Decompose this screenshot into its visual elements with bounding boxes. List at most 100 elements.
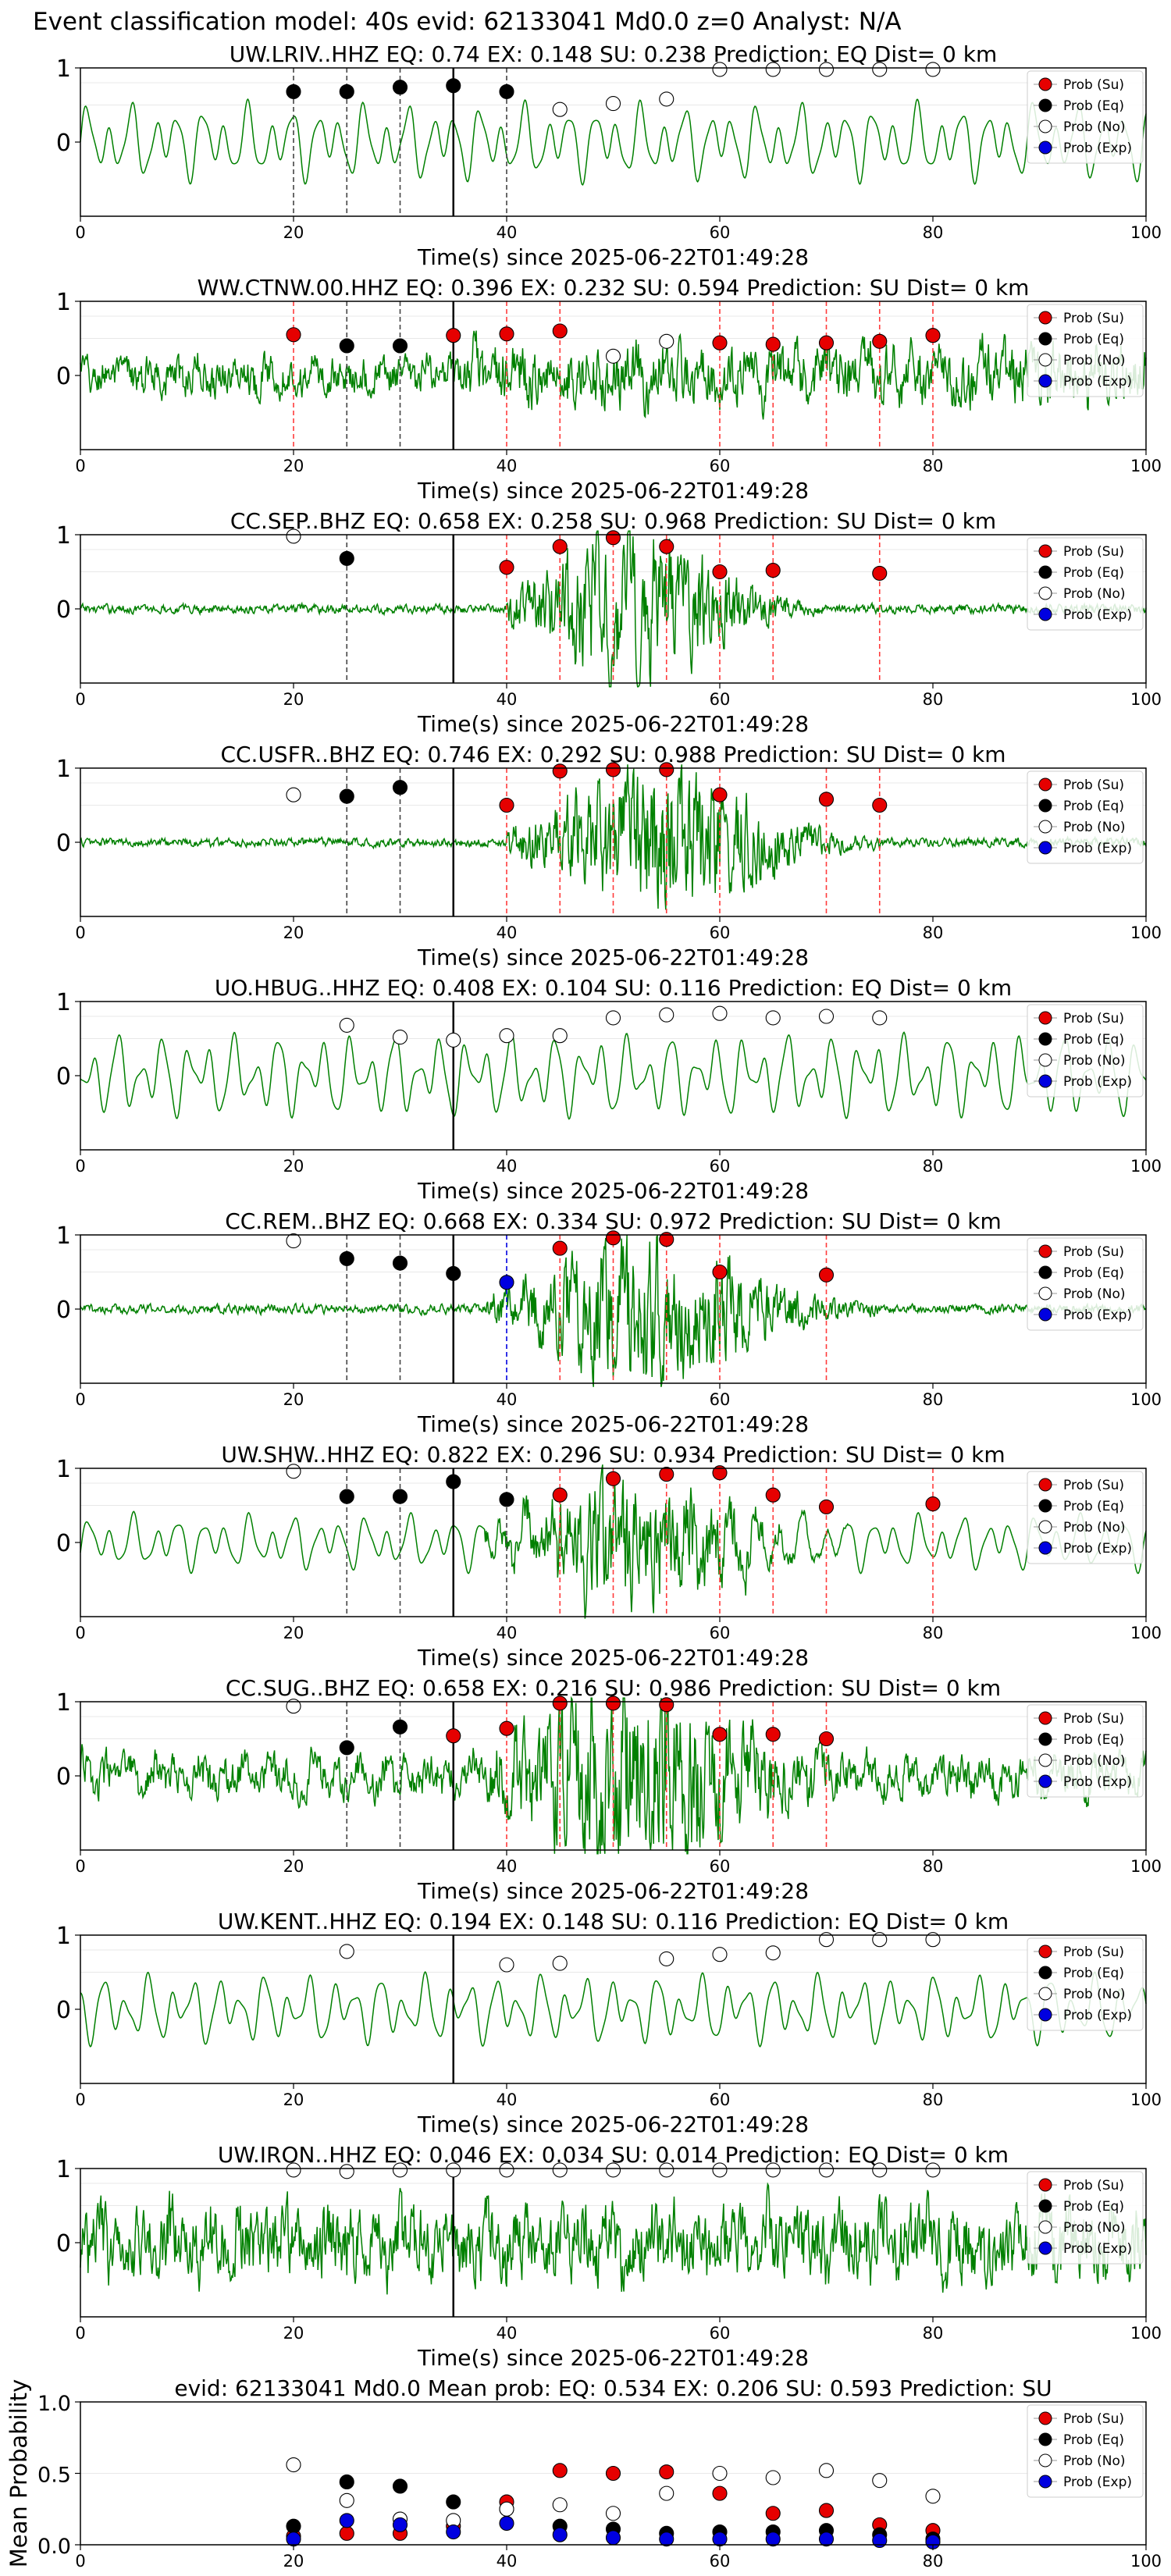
x-tick-label: 80 <box>923 690 944 709</box>
panel-6: UW.SHW..HHZ EQ: 0.822 EX: 0.296 SU: 0.93… <box>56 1442 1162 1670</box>
x-tick-label: 60 <box>710 690 731 709</box>
legend-label-exp: Prob (Exp) <box>1063 2475 1132 2490</box>
point-su-70 <box>818 792 835 807</box>
legend-label-eq: Prob (Eq) <box>1063 2432 1124 2448</box>
legend-marker-su <box>1038 777 1052 792</box>
point-su-55 <box>659 2464 674 2480</box>
point-su-45 <box>552 539 568 554</box>
axes-frame <box>80 1934 1147 2084</box>
y-tick-label: 0 <box>56 130 71 157</box>
panel-title: UW.SHW..HHZ EQ: 0.822 EX: 0.296 SU: 0.93… <box>221 1442 1005 1468</box>
x-axis-label: Time(s) since 2025-06-22T01:49:28 <box>417 1645 809 1670</box>
point-no-55 <box>659 2485 674 2501</box>
x-tick-label: 60 <box>710 1157 731 1176</box>
point-su-65 <box>765 1727 781 1742</box>
panel-title: CC.REM..BHZ EQ: 0.668 EX: 0.334 SU: 0.97… <box>225 1208 1002 1234</box>
y-tick-label: 1.0 <box>37 2392 71 2416</box>
panel-title: UO.HBUG..HHZ EQ: 0.408 EX: 0.104 SU: 0.1… <box>215 975 1012 1001</box>
point-su-50 <box>605 762 621 777</box>
x-tick-label: 40 <box>497 2324 518 2343</box>
y-tick-label: 0 <box>56 2230 71 2258</box>
legend-marker-eq <box>1038 1966 1052 1980</box>
point-eq-25 <box>339 1740 354 1756</box>
point-no-70 <box>818 62 835 77</box>
point-eq-25 <box>339 1489 354 1504</box>
point-no-35 <box>446 1032 461 1048</box>
x-axis-label: Time(s) since 2025-06-22T01:49:28 <box>417 711 809 737</box>
legend-label-su: Prob (Su) <box>1063 1011 1124 1026</box>
point-no-55 <box>659 1951 674 1966</box>
waveform-trace <box>80 530 1147 688</box>
x-axis-label: Time(s) since 2025-06-22T01:49:28 <box>417 2112 809 2137</box>
x-tick-label: 40 <box>497 1157 518 1176</box>
panel-3: CC.USFR..BHZ EQ: 0.746 EX: 0.292 SU: 0.9… <box>56 742 1162 970</box>
point-su-25 <box>339 2525 354 2541</box>
y-tick-label: 1 <box>56 1923 71 1950</box>
point-su-70 <box>818 335 835 350</box>
legend-label-su: Prob (Su) <box>1063 2411 1124 2427</box>
axes-frame <box>80 67 1147 217</box>
legend-label-exp: Prob (Exp) <box>1063 2241 1132 2257</box>
legend-marker-exp <box>1038 1074 1052 1088</box>
point-su-40 <box>499 560 514 575</box>
point-no-75 <box>872 1932 888 1948</box>
point-no-35 <box>446 2162 461 2178</box>
legend-label-su: Prob (Su) <box>1063 1478 1124 1493</box>
point-no-25 <box>339 2492 354 2508</box>
legend-label-no: Prob (No) <box>1063 1987 1126 2002</box>
legend-label-exp: Prob (Exp) <box>1063 141 1132 156</box>
point-no-75 <box>872 2162 888 2178</box>
point-no-75 <box>872 1010 888 1026</box>
x-tick-label: 0 <box>75 923 85 942</box>
x-tick-label: 20 <box>283 2090 304 2109</box>
panel-5: CC.REM..BHZ EQ: 0.668 EX: 0.334 SU: 0.97… <box>56 1208 1162 1437</box>
legend-label-no: Prob (No) <box>1063 1520 1126 1535</box>
axes-frame <box>80 2168 1147 2318</box>
point-eq-25 <box>339 84 354 99</box>
legend-marker-eq <box>1038 799 1052 813</box>
point-su-55 <box>659 762 674 777</box>
x-tick-label: 100 <box>1130 2552 1162 2571</box>
legend-label-exp: Prob (Exp) <box>1063 1541 1132 1557</box>
point-su-60 <box>712 1465 728 1481</box>
x-tick-label: 20 <box>283 923 304 942</box>
legend-marker-eq <box>1038 98 1052 112</box>
legend-marker-exp <box>1038 1774 1052 1788</box>
point-eq-35 <box>446 1265 461 1281</box>
point-exp-65 <box>765 2532 781 2547</box>
legend-box <box>1027 1471 1144 1564</box>
waveform-trace <box>80 98 1147 186</box>
legend-marker-no <box>1038 2220 1052 2234</box>
legend-marker-eq <box>1038 1732 1052 1746</box>
x-tick-label: 20 <box>283 1624 304 1642</box>
legend-label-exp: Prob (Exp) <box>1063 607 1132 623</box>
x-tick-label: 40 <box>497 1624 518 1642</box>
point-exp-75 <box>872 2532 888 2549</box>
legend-marker-su <box>1038 77 1052 91</box>
legend-marker-no <box>1038 1987 1052 2001</box>
y-tick-label: 1 <box>56 1222 71 1250</box>
legend-marker-eq <box>1038 332 1052 346</box>
legend-label-su: Prob (Su) <box>1063 77 1124 93</box>
point-no-80 <box>925 2162 941 2178</box>
x-axis-label: Time(s) since 2025-06-22T01:49:28 <box>417 1178 809 1204</box>
legend-marker-eq <box>1038 565 1052 579</box>
point-su-45 <box>552 1240 568 1256</box>
point-su-50 <box>605 1471 621 1486</box>
x-tick-label: 20 <box>283 1390 304 1409</box>
point-no-40 <box>499 2501 514 2517</box>
legend-marker-su <box>1038 1944 1052 1959</box>
y-tick-label: 0 <box>56 1063 71 1091</box>
point-no-20 <box>286 2457 301 2473</box>
point-no-70 <box>818 2162 835 2178</box>
point-eq-25 <box>339 338 354 354</box>
x-tick-label: 40 <box>497 2090 518 2109</box>
legend-marker-su <box>1038 2178 1052 2192</box>
point-eq-25 <box>339 550 354 566</box>
waveform-trace <box>80 1464 1147 1619</box>
y-tick-label: 1 <box>56 289 71 316</box>
y-tick-label: 0 <box>56 1297 71 1324</box>
legend-marker-su <box>1038 1711 1052 1725</box>
legend-label-exp: Prob (Exp) <box>1063 2008 1132 2023</box>
x-tick-label: 40 <box>497 690 518 709</box>
